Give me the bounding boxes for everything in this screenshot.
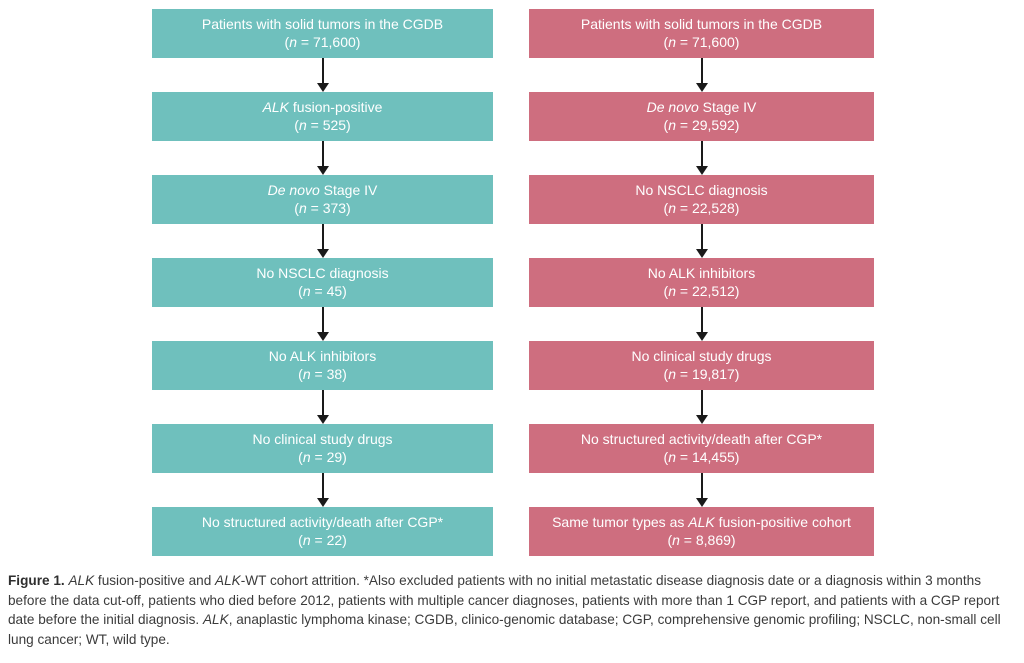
down-arrow-icon bbox=[316, 224, 329, 258]
arrow-shaft bbox=[321, 224, 324, 249]
down-arrow-icon bbox=[316, 473, 329, 507]
alk-fusion-positive-box-4: No NSCLC diagnosis (n = 45) bbox=[152, 258, 493, 307]
alk-wt-box-2: De novo Stage IV (n = 29,592) bbox=[529, 92, 874, 141]
box-label: No ALK inhibitors bbox=[647, 265, 756, 281]
box-n-value: (n = 373) bbox=[294, 199, 351, 216]
down-arrow-icon bbox=[695, 58, 708, 92]
box-label: No ALK inhibitors bbox=[268, 348, 377, 364]
box-label: De novo Stage IV bbox=[267, 182, 378, 198]
box-label: Patients with solid tumors in the CGDB bbox=[580, 16, 823, 32]
box-n-value: (n = 14,455) bbox=[663, 448, 740, 465]
box-label: Patients with solid tumors in the CGDB bbox=[201, 16, 444, 32]
box-n-value: (n = 22,528) bbox=[663, 199, 740, 216]
arrow-shaft bbox=[700, 224, 703, 249]
arrow-head bbox=[695, 498, 708, 507]
alk-wt-box-4: No ALK inhibitors (n = 22,512) bbox=[529, 258, 874, 307]
arrow-head bbox=[695, 166, 708, 175]
arrow-head bbox=[695, 83, 708, 92]
box-n-value: (n = 29) bbox=[298, 448, 347, 465]
arrow-shaft bbox=[700, 58, 703, 83]
box-label: De novo Stage IV bbox=[646, 99, 757, 115]
down-arrow-icon bbox=[695, 224, 708, 258]
arrow-shaft bbox=[700, 141, 703, 166]
arrow-head bbox=[695, 415, 708, 424]
box-label: No clinical study drugs bbox=[252, 431, 393, 447]
alk-wt-box-7: Same tumor types as ALK fusion-positive … bbox=[529, 507, 874, 556]
arrow-shaft bbox=[321, 390, 324, 415]
arrow-shaft bbox=[321, 307, 324, 332]
alk-wt-box-3: No NSCLC diagnosis (n = 22,528) bbox=[529, 175, 874, 224]
arrow-head bbox=[316, 166, 329, 175]
box-n-value: (n = 8,869) bbox=[667, 531, 736, 548]
box-n-value: (n = 71,600) bbox=[284, 33, 361, 50]
alk-wt-box-5: No clinical study drugs (n = 19,817) bbox=[529, 341, 874, 390]
alk-fusion-positive-box-7: No structured activity/death after CGP*(… bbox=[152, 507, 493, 556]
box-label: No NSCLC diagnosis bbox=[256, 265, 389, 281]
down-arrow-icon bbox=[695, 141, 708, 175]
alk-fusion-positive-box-1: Patients with solid tumors in the CGDB (n… bbox=[152, 9, 493, 58]
arrow-head bbox=[316, 83, 329, 92]
arrow-shaft bbox=[700, 307, 703, 332]
box-n-value: (n = 71,600) bbox=[663, 33, 740, 50]
figure-caption: Figure 1. ALK fusion-positive and ALK-WT… bbox=[8, 573, 1001, 647]
arrow-shaft bbox=[321, 473, 324, 498]
box-n-value: (n = 525) bbox=[294, 116, 351, 133]
down-arrow-icon bbox=[316, 307, 329, 341]
alk-fusion-positive-box-3: De novo Stage IV (n = 373) bbox=[152, 175, 493, 224]
arrow-head bbox=[316, 249, 329, 258]
arrow-head bbox=[316, 498, 329, 507]
down-arrow-icon bbox=[695, 473, 708, 507]
down-arrow-icon bbox=[695, 307, 708, 341]
arrow-shaft bbox=[700, 473, 703, 498]
box-label: Same tumor types as ALK fusion-positive … bbox=[552, 514, 851, 530]
arrow-shaft bbox=[321, 58, 324, 83]
alk-fusion-positive-box-6: No clinical study drugs (n = 29) bbox=[152, 424, 493, 473]
box-label: No clinical study drugs bbox=[631, 348, 772, 364]
down-arrow-icon bbox=[695, 390, 708, 424]
arrow-shaft bbox=[321, 141, 324, 166]
box-n-value: (n = 29,592) bbox=[663, 116, 740, 133]
alk-fusion-positive-column: Patients with solid tumors in the CGDB (n… bbox=[152, 9, 493, 556]
arrow-head bbox=[695, 249, 708, 258]
alk-wt-box-1: Patients with solid tumors in the CGDB (n… bbox=[529, 9, 874, 58]
box-n-value: (n = 45) bbox=[298, 282, 347, 299]
alk-fusion-positive-box-2: ALK fusion-positive (n = 525) bbox=[152, 92, 493, 141]
alk-fusion-positive-box-5: No ALK inhibitors (n = 38) bbox=[152, 341, 493, 390]
box-n-value: (n = 22) bbox=[298, 531, 347, 548]
box-n-value: (n = 19,817) bbox=[663, 365, 740, 382]
alk-wt-box-6: No structured activity/death after CGP*(… bbox=[529, 424, 874, 473]
box-label: No structured activity/death after CGP* bbox=[201, 514, 444, 530]
arrow-head bbox=[316, 332, 329, 341]
down-arrow-icon bbox=[316, 390, 329, 424]
box-label: No structured activity/death after CGP* bbox=[580, 431, 823, 447]
box-n-value: (n = 38) bbox=[298, 365, 347, 382]
box-label: ALK fusion-positive bbox=[262, 99, 383, 115]
box-label: No NSCLC diagnosis bbox=[635, 182, 768, 198]
alk-wt-column: Patients with solid tumors in the CGDB (n… bbox=[529, 9, 874, 556]
down-arrow-icon bbox=[316, 58, 329, 92]
arrow-head bbox=[695, 332, 708, 341]
arrow-shaft bbox=[700, 390, 703, 415]
down-arrow-icon bbox=[316, 141, 329, 175]
box-n-value: (n = 22,512) bbox=[663, 282, 740, 299]
arrow-head bbox=[316, 415, 329, 424]
